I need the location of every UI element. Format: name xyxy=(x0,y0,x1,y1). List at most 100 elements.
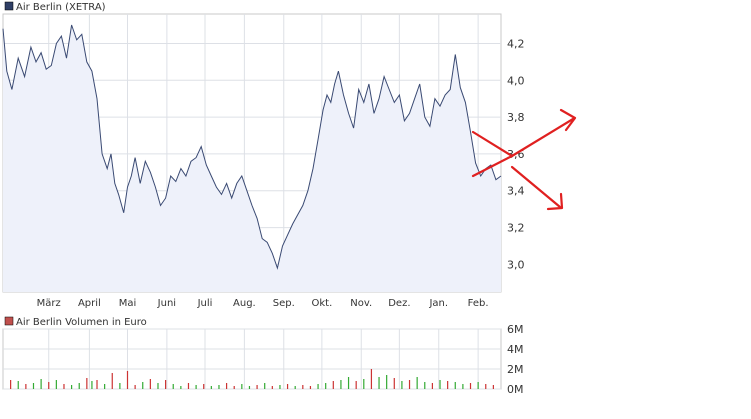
volume-bar xyxy=(416,377,418,389)
volume-bar xyxy=(408,380,411,389)
volume-bar xyxy=(393,378,395,389)
price-x-tick-label: Juli xyxy=(197,298,213,309)
volume-bar xyxy=(203,384,205,389)
price-x-axis: März April Mai Juni Juli Aug. Sep. Okt. Nov. Dez.… xyxy=(37,298,489,309)
price-area xyxy=(3,25,501,292)
volume-bar xyxy=(55,380,57,389)
price-legend-label: Air Berlin (XETRA) xyxy=(16,2,106,13)
price-x-tick-label: Feb. xyxy=(468,298,489,309)
volume-bar xyxy=(325,383,327,389)
volume-bar xyxy=(218,385,220,389)
price-x-tick-label: April xyxy=(78,298,101,309)
volume-bar xyxy=(86,378,88,389)
volume-bar xyxy=(347,377,350,389)
volume-bar xyxy=(447,381,449,389)
lower-channel-line xyxy=(471,154,514,178)
price-y-tick-label: 4,0 xyxy=(507,74,525,87)
volume-bar xyxy=(157,383,159,389)
up-arrow-head-icon xyxy=(559,108,577,132)
volume-bar xyxy=(286,384,289,389)
volume-bar xyxy=(431,383,433,389)
volume-bar xyxy=(256,385,258,389)
volume-bar xyxy=(477,382,479,389)
volume-bar xyxy=(126,371,129,389)
volume-bar xyxy=(386,375,388,389)
volume-bar xyxy=(424,382,426,389)
volume-bar xyxy=(78,383,80,389)
price-x-tick-label: Dez. xyxy=(388,298,410,309)
volume-bar xyxy=(439,380,441,389)
volume-bar xyxy=(317,384,319,389)
volume-bar xyxy=(187,383,190,389)
volume-legend-swatch xyxy=(4,316,14,326)
volume-bar xyxy=(10,380,12,389)
volume-bar xyxy=(71,385,73,389)
volume-bar xyxy=(294,386,296,389)
volume-bar xyxy=(370,369,373,389)
price-y-tick-label: 3,4 xyxy=(507,185,525,198)
volume-bar xyxy=(264,383,266,389)
volume-bar xyxy=(492,385,494,389)
price-line xyxy=(2,24,502,270)
volume-bar xyxy=(355,381,357,389)
price-y-tick-label: 3,8 xyxy=(507,111,525,124)
volume-legend-label: Air Berlin Volumen in Euro xyxy=(16,317,147,328)
volume-y-tick-label: 6M xyxy=(507,323,524,336)
volume-bar xyxy=(332,381,334,389)
price-x-tick-label: Mai xyxy=(119,298,137,309)
upper-channel-line xyxy=(471,130,514,158)
volume-bar xyxy=(271,386,273,389)
volume-bar xyxy=(340,380,342,389)
volume-bar xyxy=(195,385,197,389)
volume-bar xyxy=(233,386,235,389)
volume-bar xyxy=(96,380,98,389)
volume-bars xyxy=(10,369,494,389)
volume-bar xyxy=(469,383,472,389)
volume-panel: Air Berlin Volumen in Euro 0M 2M 4M 6M xyxy=(2,316,524,396)
price-x-tick-label: Okt. xyxy=(311,298,332,309)
down-arrow-shaft xyxy=(510,165,562,209)
price-y-tick-label: 4,2 xyxy=(507,37,525,50)
price-x-tick-label: Juni xyxy=(157,298,176,309)
volume-bar xyxy=(134,385,136,389)
price-x-tick-label: März xyxy=(37,298,61,309)
price-y-tick-label: 3,2 xyxy=(507,222,525,235)
price-x-tick-label: Aug. xyxy=(233,298,256,309)
volume-bar xyxy=(165,380,167,389)
price-y-tick-label: 3,0 xyxy=(507,258,525,271)
volume-bar xyxy=(25,384,27,389)
volume-bar xyxy=(309,386,312,389)
volume-bar xyxy=(210,386,212,389)
volume-bar xyxy=(111,373,113,389)
price-y-axis: 3,03,23,43,63,84,04,2 xyxy=(507,37,525,271)
price-legend-swatch xyxy=(4,1,14,11)
volume-y-tick-label: 4M xyxy=(507,343,524,356)
volume-bar xyxy=(172,384,174,389)
volume-y-axis: 0M 2M 4M 6M xyxy=(507,323,524,396)
volume-bar xyxy=(63,384,65,389)
volume-bar xyxy=(149,379,151,389)
volume-bar xyxy=(401,381,403,389)
volume-bar xyxy=(485,384,487,389)
volume-bar xyxy=(225,383,228,389)
volume-bar xyxy=(40,379,42,389)
volume-plot-area xyxy=(2,328,502,390)
volume-bar xyxy=(180,386,182,389)
up-arrow-shaft xyxy=(510,117,575,158)
volume-bar xyxy=(248,386,251,389)
trend-arrows xyxy=(471,108,577,211)
volume-bar xyxy=(48,382,50,389)
volume-bar xyxy=(119,383,121,389)
volume-bar xyxy=(32,383,35,389)
price-panel: Air Berlin (XETRA) 3,03,23,43,63,84,04,2… xyxy=(2,1,525,309)
price-x-tick-label: Sep. xyxy=(273,298,295,309)
volume-y-tick-label: 0M xyxy=(507,383,524,396)
volume-bar xyxy=(279,385,281,389)
volume-bar xyxy=(91,381,93,389)
price-x-tick-label: Nov. xyxy=(350,298,372,309)
volume-bar xyxy=(462,384,464,389)
volume-y-tick-label: 2M xyxy=(507,363,524,376)
volume-grid xyxy=(3,328,501,390)
volume-bar xyxy=(241,384,243,389)
